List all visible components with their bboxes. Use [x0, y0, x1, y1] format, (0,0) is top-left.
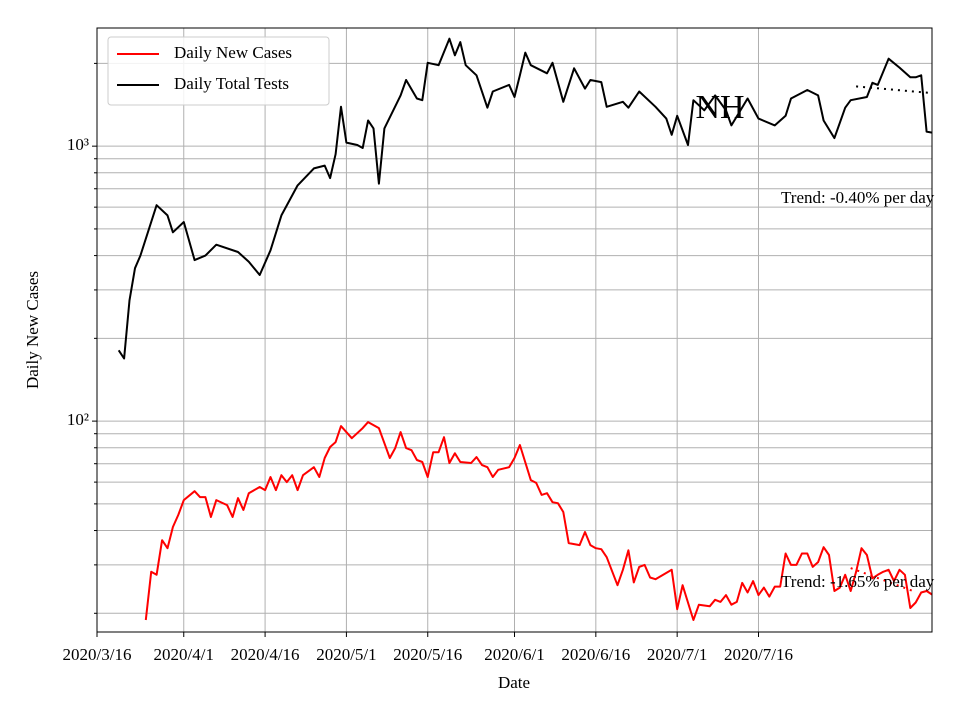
y-tick-label: 10² — [67, 410, 89, 429]
legend: Daily New Cases Daily Total Tests — [107, 36, 330, 106]
x-tick-label: 2020/6/1 — [484, 645, 544, 664]
series-line — [144, 421, 932, 621]
x-tick-label: 2020/4/1 — [154, 645, 214, 664]
grid — [96, 28, 932, 632]
x-tick-label: 2020/6/16 — [561, 645, 630, 664]
trend-label: Trend: -0.40% per day — [781, 188, 935, 207]
legend-label: Daily Total Tests — [174, 74, 289, 93]
x-tick-label: 2020/4/16 — [231, 645, 300, 664]
x-tick-label: 2020/7/16 — [724, 645, 793, 664]
trend-line — [850, 567, 917, 593]
plot-title: NH — [695, 89, 744, 126]
y-axis-label: Daily New Cases — [23, 271, 42, 389]
x-tick-label: 2020/7/1 — [647, 645, 707, 664]
trend-label: Trend: -1.65% per day — [781, 572, 935, 591]
x-tick-label: 2020/5/16 — [393, 645, 462, 664]
x-axis-label: Date — [498, 673, 530, 692]
y-tick-label: 10³ — [67, 135, 89, 154]
plot-lines — [117, 37, 932, 621]
series-line — [117, 37, 932, 360]
legend-label: Daily New Cases — [174, 43, 292, 62]
axes: 2020/3/16 2020/4/1 2020/4/16 2020/5/1 2020/5… — [63, 62, 793, 664]
legend-box — [107, 36, 330, 106]
trend-line — [856, 85, 932, 95]
x-tick-label: 2020/3/16 — [63, 645, 132, 664]
x-tick-label: 2020/5/1 — [316, 645, 376, 664]
